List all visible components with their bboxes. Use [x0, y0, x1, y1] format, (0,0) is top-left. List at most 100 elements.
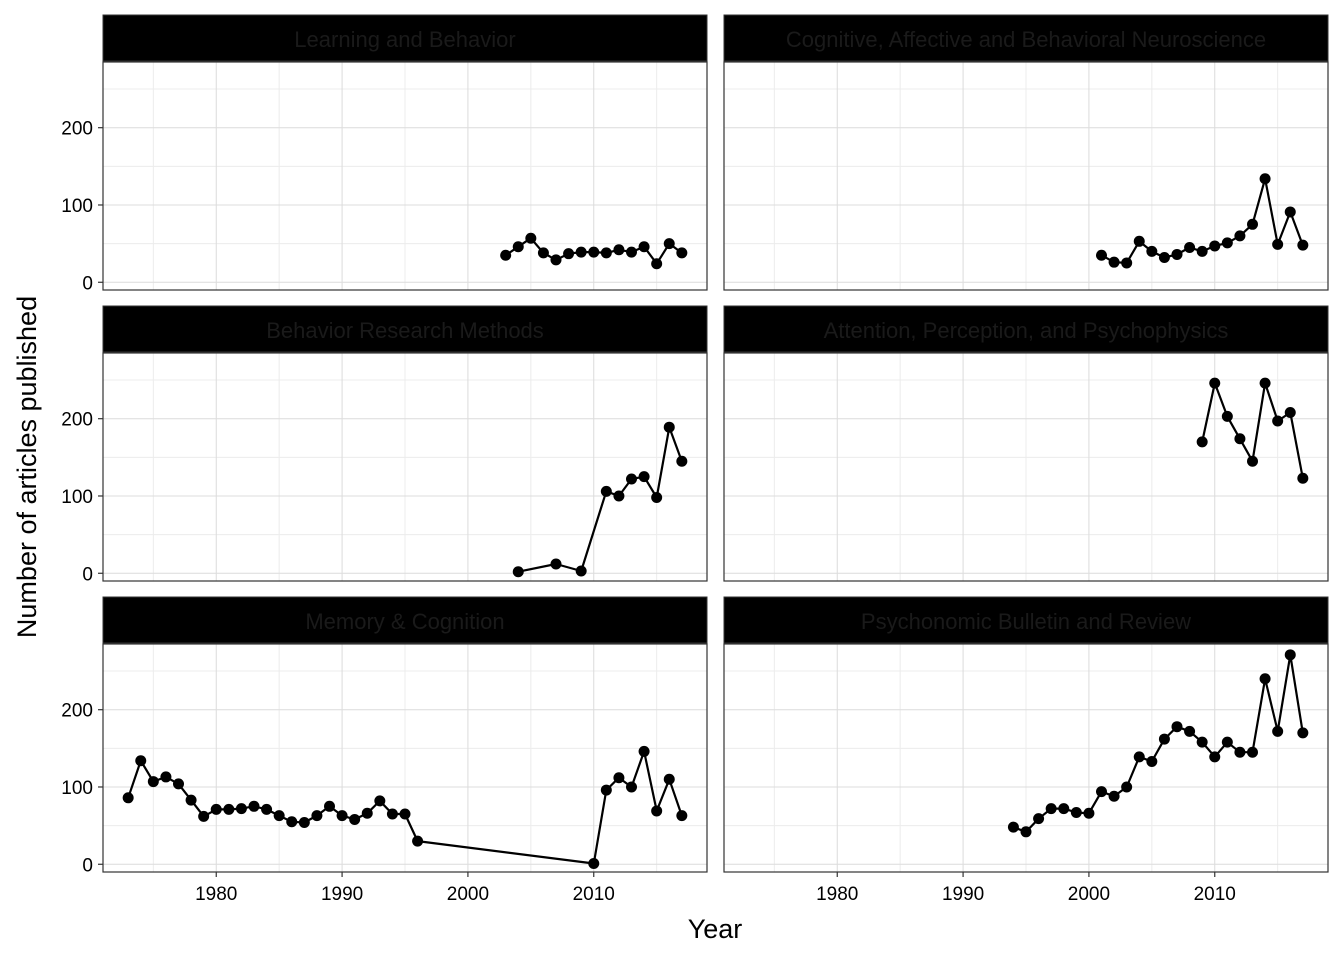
data-point: [663, 773, 675, 785]
y-tick-label: 100: [61, 196, 93, 217]
data-point: [1247, 746, 1258, 758]
x-tick-label: 1980: [195, 884, 237, 905]
data-point: [651, 805, 663, 817]
data-point: [512, 241, 524, 253]
data-point: [550, 254, 562, 266]
facet-strip: [102, 305, 708, 353]
data-point: [1234, 433, 1246, 445]
data-point: [638, 241, 650, 253]
data-point: [1096, 786, 1107, 798]
y-tick-label: 0: [82, 273, 93, 294]
data-point: [1234, 746, 1246, 758]
data-point: [588, 246, 600, 258]
panel-border: [102, 61, 708, 291]
facet-strip: [723, 305, 1329, 353]
series-line: [518, 426, 683, 573]
data-point: [575, 565, 587, 577]
panels-layer: Learning and Behavior 0 100 200 Cognitive, A…: [61, 14, 1329, 905]
panel-border: [723, 352, 1329, 582]
data-point: [1146, 245, 1158, 257]
y-tick-label: 200: [61, 410, 93, 431]
data-point: [1209, 377, 1221, 389]
data-point: [525, 232, 537, 244]
panel-border: [723, 643, 1329, 873]
data-point: [147, 776, 159, 788]
data-point: [1209, 751, 1221, 763]
data-point: [1259, 673, 1271, 685]
facet-panel: Memory & Cognition 0 100 200 1980 1990 2000 201…: [61, 596, 708, 905]
data-point: [1171, 248, 1183, 260]
data-point: [1247, 218, 1258, 230]
data-point: [537, 247, 549, 259]
facet-panel: Learning and Behavior 0 100 200: [61, 14, 708, 294]
data-point: [122, 792, 134, 804]
y-tick-label: 0: [82, 855, 93, 876]
y-tick-label: 100: [61, 778, 93, 799]
data-point: [1284, 206, 1296, 218]
data-point: [1247, 455, 1258, 467]
data-point: [261, 803, 273, 815]
data-point: [349, 813, 361, 825]
data-point: [600, 485, 612, 497]
facet-strip-label: Cognitive, Affective and Behavioral Neur…: [786, 27, 1266, 52]
data-point: [198, 810, 210, 822]
data-point: [613, 490, 625, 502]
x-tick-label: 1990: [942, 884, 984, 905]
x-tick-label: 2010: [1194, 884, 1236, 905]
facet-panel: Behavior Research Methods 0 100 200: [61, 305, 708, 585]
data-point: [336, 810, 348, 822]
data-point: [1196, 736, 1208, 748]
data-point: [1284, 649, 1296, 661]
data-point: [1020, 826, 1032, 838]
data-point: [1196, 436, 1208, 448]
x-axis-title: Year: [688, 914, 743, 944]
data-point: [273, 810, 285, 822]
data-point: [1221, 410, 1233, 422]
data-point: [1108, 790, 1120, 802]
x-tick-label: 2000: [1068, 884, 1110, 905]
data-point: [1297, 239, 1309, 251]
data-point: [1070, 806, 1082, 818]
data-point: [1096, 249, 1107, 261]
data-point: [298, 817, 310, 829]
data-point: [1297, 727, 1309, 739]
panel-border: [102, 643, 708, 873]
data-point: [311, 810, 323, 822]
y-tick-label: 200: [61, 701, 93, 722]
facet-strip: [102, 14, 708, 62]
data-point: [324, 800, 335, 812]
data-point: [651, 492, 663, 504]
data-point: [1259, 377, 1271, 389]
facet-strip: [102, 596, 708, 644]
data-point: [1259, 173, 1271, 185]
x-tick-label: 2010: [573, 884, 615, 905]
data-point: [1121, 257, 1133, 269]
data-point: [1171, 721, 1183, 733]
y-tick-label: 200: [61, 119, 93, 140]
data-point: [676, 455, 688, 467]
data-point: [412, 835, 424, 847]
facet-strip-label: Attention, Perception, and Psychophysics: [824, 318, 1229, 343]
facet-strip-label: Psychonomic Bulletin and Review: [861, 609, 1191, 634]
data-point: [135, 755, 147, 767]
data-point: [1272, 725, 1284, 737]
x-tick-label: 1990: [321, 884, 363, 905]
x-tick-label: 2000: [447, 884, 489, 905]
panel-border: [102, 352, 708, 582]
data-point: [626, 246, 637, 258]
data-point: [663, 421, 675, 433]
data-point: [1234, 230, 1246, 242]
facet-strip: [723, 596, 1329, 644]
data-point: [1045, 803, 1057, 815]
facet-panel: Cognitive, Affective and Behavioral Neur…: [723, 14, 1329, 291]
data-point: [613, 772, 625, 784]
data-point: [185, 794, 197, 806]
data-point: [1121, 781, 1133, 793]
data-point: [626, 781, 637, 793]
data-point: [361, 807, 373, 819]
data-point: [1108, 256, 1120, 268]
y-tick-label: 0: [82, 564, 93, 585]
data-point: [550, 558, 562, 570]
data-point: [512, 566, 524, 578]
